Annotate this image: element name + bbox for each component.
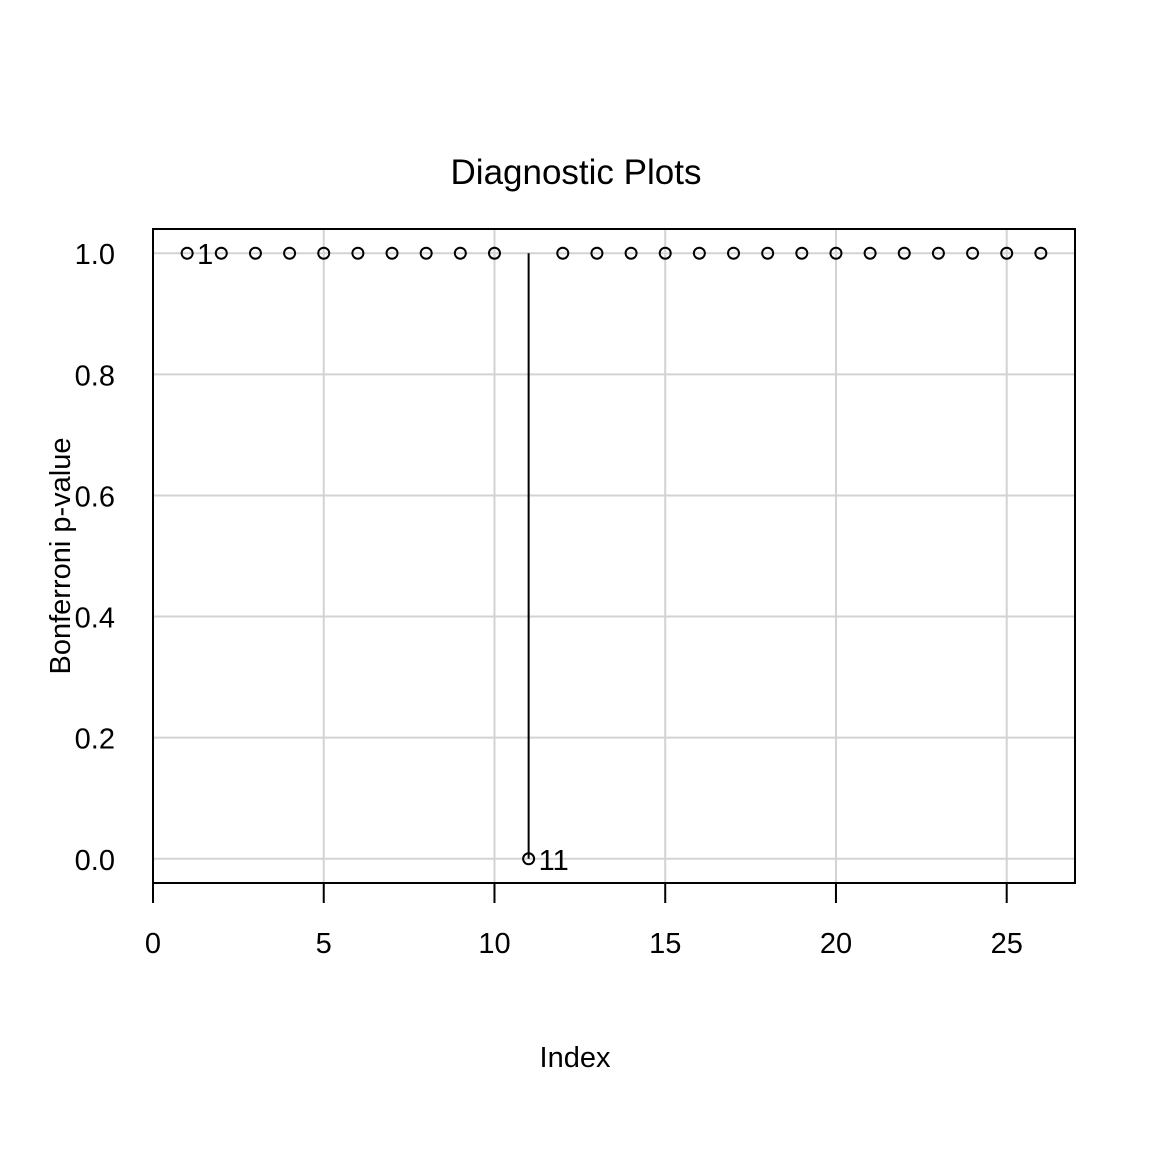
data-point-1 — [180, 246, 194, 260]
y-tick-label-4: 0.8 — [75, 360, 115, 392]
data-point-18 — [761, 246, 775, 260]
grid-lines — [152, 229, 1075, 883]
y-tick-label-3: 0.6 — [75, 481, 115, 513]
y-tick-label-1: 0.2 — [75, 724, 115, 756]
y-axis: 0.0 0.2 0.4 0.6 0.8 1.0 — [75, 239, 115, 877]
data-point-16 — [692, 246, 706, 260]
point-labels: 111 — [197, 239, 569, 877]
y-tick-label-2: 0.4 — [75, 603, 115, 635]
data-point-17 — [727, 246, 741, 260]
data-point-22 — [897, 246, 911, 260]
data-point-4 — [283, 246, 297, 260]
data-point-2 — [214, 246, 228, 260]
data-point-11 — [522, 852, 536, 866]
data-point-25 — [1000, 246, 1014, 260]
data-point-12 — [556, 246, 570, 260]
data-point-24 — [966, 246, 980, 260]
data-point-15 — [658, 246, 672, 260]
x-tick-label-15: 15 — [649, 928, 681, 960]
data-point-14 — [624, 246, 638, 260]
data-point-5 — [317, 246, 331, 260]
data-point-9 — [453, 246, 467, 260]
chart-title: Diagnostic Plots — [451, 153, 702, 192]
data-point-8 — [419, 246, 433, 260]
data-point-20 — [829, 246, 843, 260]
data-point-19 — [795, 246, 809, 260]
data-point-21 — [863, 246, 877, 260]
data-point-23 — [931, 246, 945, 260]
point-label-1: 1 — [197, 239, 213, 271]
y-tick-label-0: 0.0 — [75, 845, 115, 877]
plot-frame — [152, 228, 1076, 884]
x-tick-label-0: 0 — [145, 928, 161, 960]
data-point-3 — [248, 246, 262, 260]
data-point-7 — [385, 246, 399, 260]
y-axis-label: Bonferroni p-value — [45, 438, 77, 675]
x-axis-label: Index — [540, 1042, 611, 1074]
point-label-11: 11 — [539, 845, 569, 877]
data-point-10 — [487, 246, 501, 260]
x-tick-label-5: 5 — [316, 928, 332, 960]
data-points — [180, 246, 1048, 866]
data-point-26 — [1034, 246, 1048, 260]
data-point-13 — [590, 246, 604, 260]
data-point-6 — [351, 246, 365, 260]
x-tick-label-10: 10 — [478, 928, 510, 960]
x-axis: 0 5 10 15 20 25 — [145, 882, 1023, 960]
y-tick-label-5: 1.0 — [75, 239, 115, 271]
x-tick-label-20: 20 — [820, 928, 852, 960]
x-tick-label-25: 25 — [991, 928, 1023, 960]
